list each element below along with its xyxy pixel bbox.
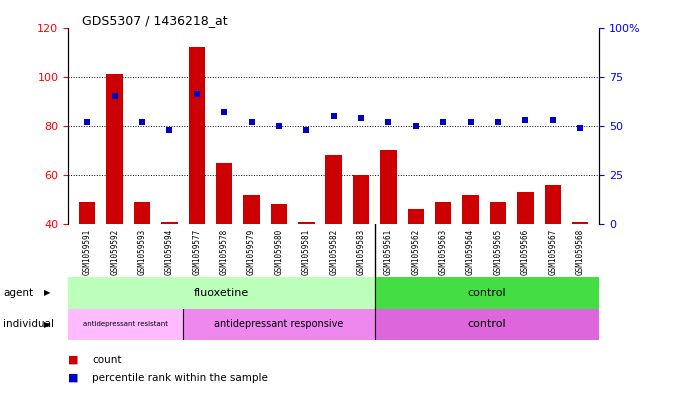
Bar: [490, 202, 506, 224]
Text: GSM1059578: GSM1059578: [220, 228, 229, 274]
Text: ■: ■: [68, 354, 78, 365]
Text: GSM1059594: GSM1059594: [165, 228, 174, 274]
Point: [383, 119, 394, 125]
Text: ▶: ▶: [44, 288, 51, 297]
Text: antidepressant responsive: antidepressant responsive: [215, 319, 344, 329]
Bar: [243, 195, 259, 224]
Text: GSM1059582: GSM1059582: [329, 228, 338, 274]
Bar: [106, 74, 123, 224]
Bar: [572, 222, 588, 224]
Point: [82, 119, 93, 125]
Text: GSM1059568: GSM1059568: [575, 228, 584, 274]
Bar: [375, 309, 599, 340]
Bar: [326, 155, 342, 224]
Point: [575, 125, 586, 131]
Bar: [517, 192, 534, 224]
Text: GDS5307 / 1436218_at: GDS5307 / 1436218_at: [82, 14, 227, 27]
Text: GSM1059566: GSM1059566: [521, 228, 530, 274]
Text: GSM1059579: GSM1059579: [247, 228, 256, 274]
Text: control: control: [468, 288, 507, 298]
Bar: [68, 277, 375, 309]
Bar: [545, 185, 561, 224]
Text: GSM1059593: GSM1059593: [138, 228, 146, 274]
Bar: [375, 277, 599, 309]
Point: [191, 91, 202, 97]
Text: GSM1059581: GSM1059581: [302, 228, 311, 274]
Bar: [462, 195, 479, 224]
Bar: [216, 163, 232, 224]
Text: GSM1059563: GSM1059563: [439, 228, 447, 274]
Text: GSM1059564: GSM1059564: [466, 228, 475, 274]
Text: GSM1059592: GSM1059592: [110, 228, 119, 274]
Text: GSM1059567: GSM1059567: [548, 228, 557, 274]
Point: [219, 109, 229, 115]
Point: [109, 93, 120, 99]
Point: [274, 123, 285, 129]
Text: percentile rank within the sample: percentile rank within the sample: [92, 373, 268, 383]
Bar: [435, 202, 452, 224]
Bar: [183, 309, 375, 340]
Text: individual: individual: [3, 319, 54, 329]
Text: GSM1059583: GSM1059583: [357, 228, 366, 274]
Text: GSM1059591: GSM1059591: [83, 228, 92, 274]
Bar: [298, 222, 315, 224]
Text: fluoxetine: fluoxetine: [194, 288, 249, 298]
Bar: [79, 202, 95, 224]
Text: GSM1059577: GSM1059577: [192, 228, 202, 274]
Bar: [353, 175, 369, 224]
Point: [137, 119, 148, 125]
Point: [301, 127, 312, 133]
Point: [164, 127, 175, 133]
Bar: [68, 309, 183, 340]
Text: antidepressant resistant: antidepressant resistant: [83, 321, 168, 327]
Bar: [408, 209, 424, 224]
Point: [520, 117, 530, 123]
Text: agent: agent: [3, 288, 33, 298]
Text: count: count: [92, 354, 121, 365]
Bar: [380, 150, 396, 224]
Text: ■: ■: [68, 373, 78, 383]
Text: GSM1059580: GSM1059580: [274, 228, 283, 274]
Text: GSM1059562: GSM1059562: [411, 228, 420, 274]
Bar: [161, 222, 178, 224]
Bar: [133, 202, 151, 224]
Point: [328, 113, 339, 119]
Bar: [271, 204, 287, 224]
Point: [438, 119, 449, 125]
Text: GSM1059561: GSM1059561: [384, 228, 393, 274]
Point: [246, 119, 257, 125]
Bar: [189, 47, 205, 224]
Text: control: control: [468, 319, 507, 329]
Point: [411, 123, 422, 129]
Point: [492, 119, 503, 125]
Text: GSM1059565: GSM1059565: [494, 228, 503, 274]
Point: [465, 119, 476, 125]
Point: [355, 115, 366, 121]
Point: [548, 117, 558, 123]
Text: ▶: ▶: [44, 320, 51, 329]
